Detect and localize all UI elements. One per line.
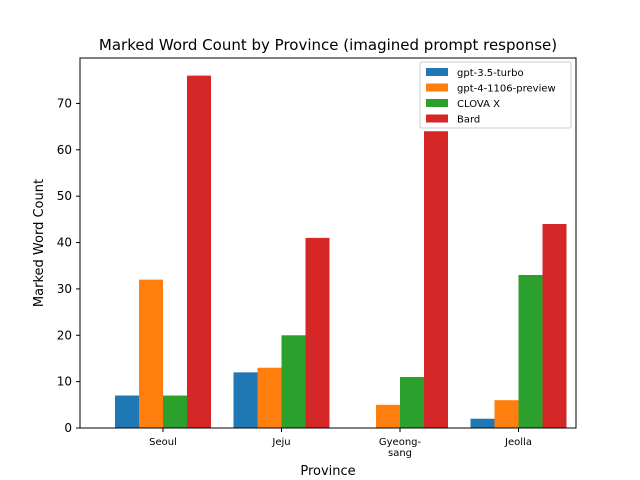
bar-bard-0: [187, 75, 211, 428]
legend-swatch: [426, 83, 448, 92]
y-tick-label: 10: [57, 375, 72, 389]
y-tick-label: 50: [57, 189, 72, 203]
y-tick-label: 0: [64, 421, 72, 435]
x-tick-label: Jeju: [271, 437, 290, 448]
legend-label: gpt-4-1106-preview: [457, 84, 556, 95]
legend-swatch: [426, 114, 448, 123]
bar-clova-x-0: [163, 395, 187, 428]
y-axis-label: Marked Word Count: [32, 179, 47, 307]
legend-box: [419, 61, 572, 129]
bar-gpt-4-1106-preview-1: [257, 367, 282, 428]
bar-gpt-3-5-turbo-1: [233, 372, 258, 428]
y-tick-label: 40: [57, 236, 72, 250]
bar-clova-x-3: [518, 274, 543, 428]
y-tick-label: 20: [57, 328, 72, 342]
legend-label: Bard: [457, 115, 480, 126]
x-tick-label: Jeolla: [504, 437, 532, 448]
legend-items: gpt-3.5-turbo gpt-4-1106-preview CLOVA X Ba…: [426, 68, 556, 126]
bar-clova-x-2: [400, 376, 424, 428]
y-tick-label: 30: [57, 282, 72, 296]
bar-bard-2: [424, 131, 448, 428]
legend-label: gpt-3.5-turbo: [457, 68, 524, 79]
bar-clova-x-1: [281, 335, 306, 428]
x-axis-label: Province: [300, 464, 355, 479]
x-axis: Seoul Jeju Gyeong-sang Jeolla: [149, 428, 532, 459]
bar-bard-1: [305, 237, 330, 428]
bar-gpt-3-5-turbo-3: [470, 418, 495, 428]
y-axis: 0 10 20 30 40 50 60 70: [57, 96, 80, 435]
y-tick-label: 60: [57, 143, 72, 157]
y-tick-label: 70: [57, 96, 72, 110]
bar-gpt-4-1106-preview-2: [376, 404, 400, 428]
legend-swatch: [426, 99, 448, 107]
bars-group: [115, 75, 567, 428]
legend: gpt-3.5-turbo gpt-4-1106-preview CLOVA X Ba…: [419, 61, 572, 129]
bar-gpt-4-1106-preview-0: [139, 279, 163, 428]
chart-title: Marked Word Count by Province (imagined …: [99, 36, 557, 54]
legend-label: CLOVA X: [457, 99, 500, 110]
x-tick-label: Seoul: [149, 437, 177, 448]
bar-gpt-3-5-turbo-0: [115, 395, 139, 428]
x-tick-label: Gyeong-sang: [379, 437, 422, 459]
bar-bard-3: [542, 223, 567, 428]
bar-gpt-4-1106-preview-3: [494, 400, 519, 428]
legend-swatch: [426, 68, 448, 76]
